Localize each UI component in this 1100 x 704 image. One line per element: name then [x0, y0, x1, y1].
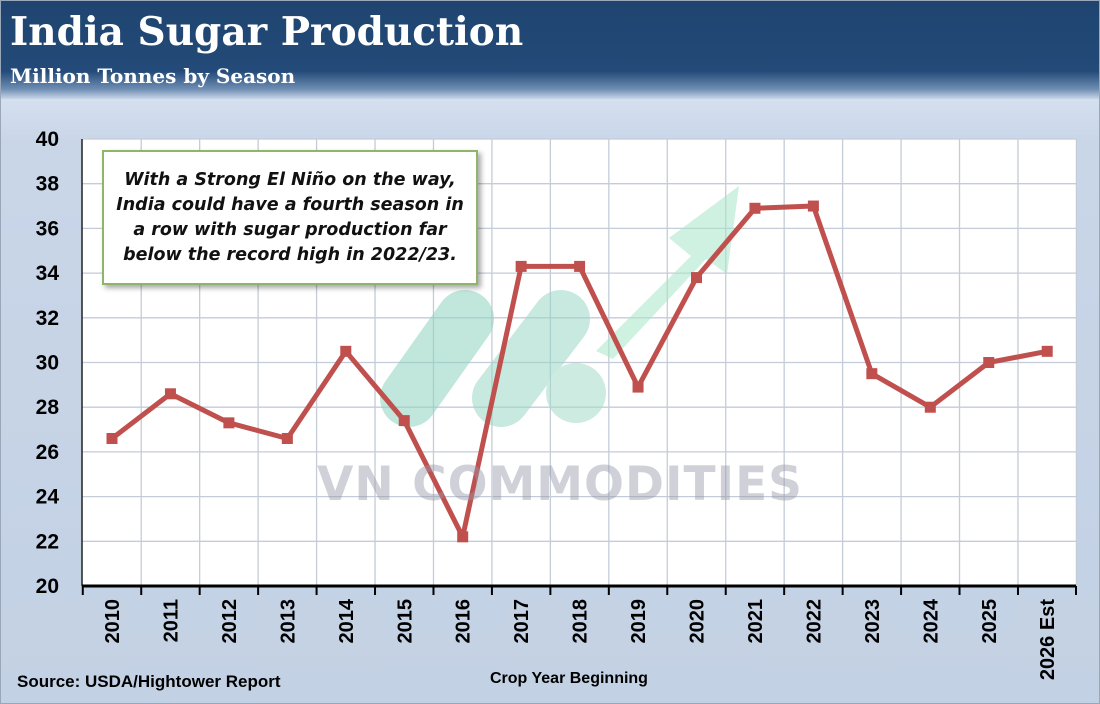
y-tick-label: 20: [36, 575, 59, 598]
data-point-marker: [866, 368, 878, 380]
x-tick-label: 2011: [160, 599, 182, 642]
x-tick-label: 2023: [862, 599, 884, 644]
data-point-marker: [691, 272, 702, 284]
data-point-marker: [807, 200, 819, 212]
y-tick-label: 32: [36, 307, 59, 330]
watermark-logo: [380, 186, 739, 427]
x-tick-label: 2016: [453, 599, 475, 644]
x-tick-label: 2021: [745, 599, 767, 644]
x-tick-label: 2022: [803, 599, 825, 644]
y-tick-label: 30: [36, 352, 59, 375]
x-tick-label: 2015: [394, 599, 416, 644]
y-tick-label: 34: [36, 262, 60, 285]
x-axis-ticks: 2010 2011 2012 2013 2014 2015 2016 2017 2018 2019…: [102, 598, 1059, 680]
chart-header: India Sugar Production Million Tonnes by…: [1, 1, 1099, 99]
y-tick-label: 22: [36, 530, 59, 553]
annotation-text: With a Strong El Niño on the way, India …: [116, 169, 464, 265]
chart-title: India Sugar Production: [10, 9, 524, 55]
x-tick-label: 2018: [570, 599, 592, 644]
data-point-marker: [106, 432, 118, 444]
data-point-marker: [574, 260, 586, 272]
data-point-marker: [457, 531, 469, 543]
x-tick-label: 2012: [219, 599, 241, 644]
x-tick-label: 2019: [628, 599, 650, 644]
x-tick-label: 2017: [511, 599, 533, 644]
x-tick-label: 2024: [920, 598, 942, 643]
x-tick-label: 2026 Est: [1037, 599, 1059, 681]
series-production: [106, 200, 1053, 543]
x-tick-label: 2020: [687, 599, 709, 644]
data-point-marker: [340, 345, 352, 357]
annotation-box: With a Strong El Niño on the way, India …: [102, 150, 478, 285]
data-point-marker: [983, 357, 995, 368]
y-tick-label: 36: [36, 217, 59, 240]
source-note: Source: USDA/Hightower Report: [17, 672, 281, 691]
y-tick-label: 24: [36, 486, 60, 509]
data-point-marker: [749, 202, 761, 214]
data-point-marker: [515, 260, 527, 272]
x-axis-title: Crop Year Beginning: [490, 670, 648, 687]
data-point-marker: [281, 432, 293, 444]
x-tick-label: 2014: [336, 598, 358, 643]
data-point-marker: [632, 381, 644, 393]
x-tick-label: 2025: [979, 599, 1001, 644]
y-tick-label: 28: [36, 396, 60, 419]
y-tick-label: 40: [36, 128, 59, 151]
axes: [81, 139, 1077, 595]
y-tick-label: 38: [36, 173, 60, 196]
x-tick-label: 2013: [277, 599, 299, 644]
data-point-marker: [164, 388, 176, 400]
y-axis-ticks: 20 22 24 26 28 30 32 34 36 38 40: [36, 128, 60, 598]
data-point-marker: [1041, 345, 1053, 357]
watermark: VN COMMODITIES: [317, 457, 804, 512]
data-point-marker: [398, 415, 410, 427]
data-point-marker: [924, 401, 936, 413]
data-point-marker: [223, 417, 235, 429]
y-tick-label: 26: [36, 441, 59, 464]
chart-subtitle: Million Tonnes by Season: [10, 64, 296, 88]
x-tick-label: 2010: [102, 599, 124, 644]
